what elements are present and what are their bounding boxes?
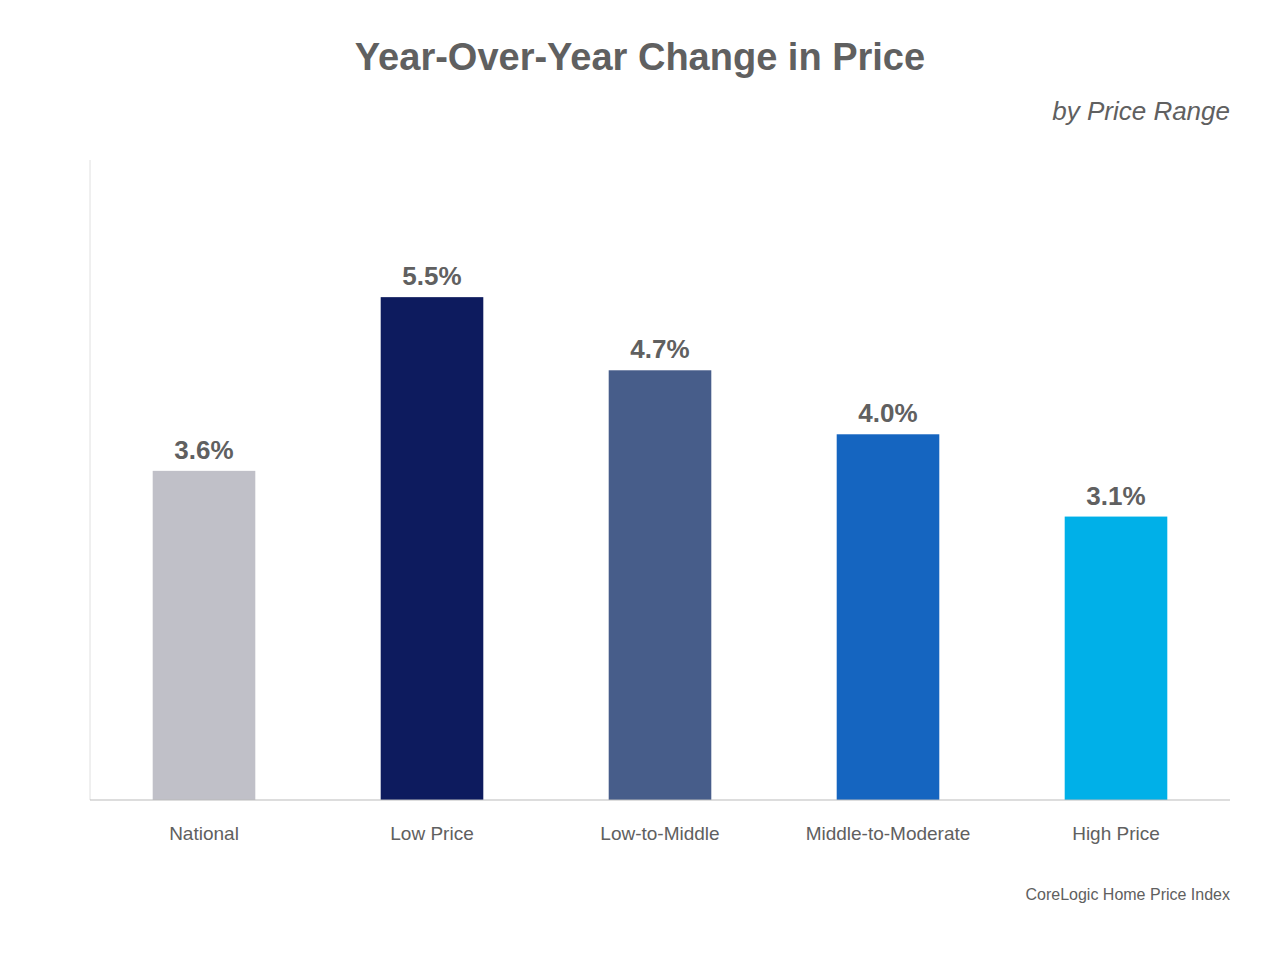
data-label: 4.0%: [858, 398, 917, 428]
x-tick-label: Middle-to-Moderate: [806, 823, 971, 844]
data-label: 3.1%: [1086, 481, 1145, 511]
chart-container: Year-Over-Year Change in Price by Price R…: [0, 0, 1280, 960]
page: {"chart_data": {"type": "bar", "title": …: [0, 0, 1280, 960]
bar: [837, 434, 940, 800]
data-label: 5.5%: [402, 261, 461, 291]
y-axis-line: [90, 160, 91, 800]
x-tick-label: Low-to-Middle: [600, 823, 719, 844]
x-tick-labels: National Low Price Low-to-Middle Middle-to-…: [169, 823, 1160, 844]
subtitle: by Price Range: [1052, 96, 1230, 126]
bar: [609, 370, 712, 800]
bars: [153, 297, 1168, 800]
x-tick-label: High Price: [1072, 823, 1160, 844]
x-tick-label: National: [169, 823, 239, 844]
chart-svg: Year-Over-Year Change in Price by Price R…: [0, 0, 1280, 960]
bar: [153, 471, 256, 800]
data-label: 3.6%: [174, 435, 233, 465]
source-note: CoreLogic Home Price Index: [1025, 886, 1230, 903]
bar: [381, 297, 484, 800]
data-label: 4.7%: [630, 334, 689, 364]
x-axis-line: [90, 800, 1230, 801]
title: Year-Over-Year Change in Price: [355, 36, 925, 78]
x-tick-label: Low Price: [390, 823, 473, 844]
bar: [1065, 517, 1168, 800]
data-labels: 3.6% 5.5% 4.7% 4.0% 3.1%: [174, 261, 1145, 510]
